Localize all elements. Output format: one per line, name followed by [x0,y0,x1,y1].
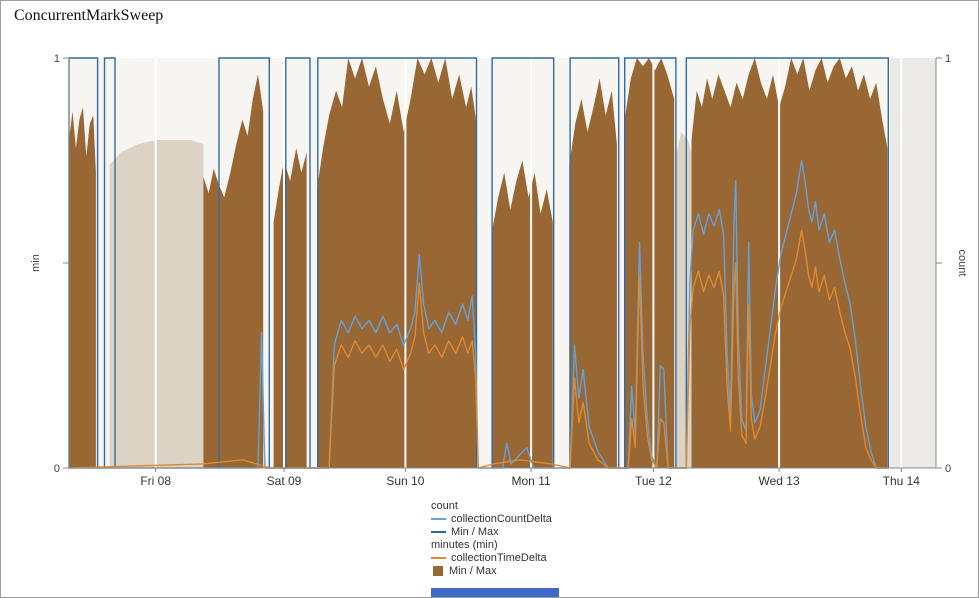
svg-text:Fri 08: Fri 08 [140,474,171,488]
legend-swatch-line [431,530,446,533]
legend-swatch-line [431,517,446,520]
line-series-collectionTimeDelta [68,229,889,469]
svg-text:Sun 10: Sun 10 [386,474,424,488]
svg-text:0: 0 [945,463,951,475]
axis-labels: 1 1 0 0 Fri 08 Sat 09 Sun 10 Mon 11 Tue 12 Wed 13… [30,53,968,488]
area-series-collectionTimeDelta-minmax [69,58,888,469]
legend-group-header: count [431,499,552,512]
svg-text:Wed 13: Wed 13 [759,474,800,488]
svg-text:Thu 14: Thu 14 [883,474,921,488]
svg-text:Tue 12: Tue 12 [635,474,672,488]
svg-text:1: 1 [945,53,951,65]
line-series-collectionCountDelta [69,159,889,469]
legend-label: collectionTimeDelta [451,551,547,564]
legend-swatch-line [431,556,446,559]
svg-text:Mon 11: Mon 11 [512,474,551,488]
legend-group-header: minutes (min) [431,538,552,551]
svg-text:Sat 09: Sat 09 [267,474,302,488]
legend-label: Min / Max [449,564,497,577]
svg-text:1: 1 [54,53,60,65]
chart-legend: count collectionCountDelta Min / Max minute… [431,499,552,577]
legend-label: minutes (min) [431,538,498,551]
step-series-collectionCountDelta-minmax [68,57,889,468]
legend-item[interactable]: Min / Max [431,564,552,577]
legend-label: Min / Max [451,525,499,538]
chart-title: ConcurrentMarkSweep [14,7,164,24]
gc-timeseries-chart[interactable]: 1 1 0 0 Fri 08 Sat 09 Sun 10 Mon 11 Tue 12 Wed 13… [1,1,979,498]
y-axis-left-title: min [30,254,42,272]
bottom-blue-bar [431,588,559,597]
svg-text:0: 0 [54,463,60,475]
legend-item[interactable]: Min / Max [431,525,552,538]
legend-item[interactable]: collectionCountDelta [431,512,552,525]
no-data-band [890,58,936,468]
legend-item[interactable]: collectionTimeDelta [431,551,552,564]
legend-label: count [431,499,458,512]
legend-label: collectionCountDelta [451,512,552,525]
y-axis-right-title: count [956,250,968,277]
legend-swatch-square [433,565,443,576]
